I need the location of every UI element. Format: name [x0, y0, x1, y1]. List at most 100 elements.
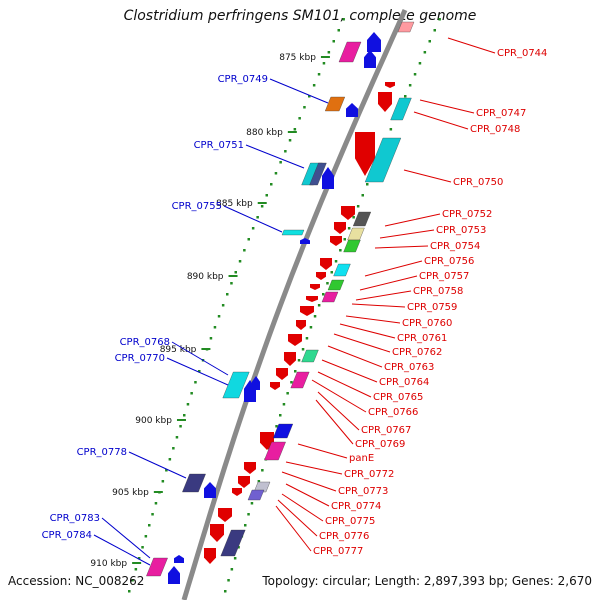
tick-dot-right	[230, 568, 234, 571]
tick-dot-right	[257, 480, 261, 483]
tick-dot-left	[298, 117, 301, 120]
tick-dot-left	[186, 403, 190, 406]
gene-label-left: CPR_0751	[194, 140, 244, 151]
gene-arrow-right	[218, 508, 232, 522]
gene-arrow-right	[330, 236, 342, 246]
tick-dot-left	[256, 216, 259, 219]
gene-label-right: CPR_0777	[313, 546, 363, 557]
tick-dot-left	[134, 568, 138, 571]
tick-dot-right	[224, 590, 227, 593]
kbp-tick-label: 875 kbp	[279, 53, 316, 63]
tick-dot-left	[312, 84, 316, 87]
tick-dot-right	[418, 62, 422, 65]
tick-dot-left	[137, 557, 141, 560]
gene-arrow-right	[306, 296, 318, 302]
tick-dot-left	[183, 414, 186, 417]
tick-dot-left	[230, 282, 233, 285]
tick-dot-right	[389, 128, 393, 131]
gene-block-right	[301, 349, 319, 363]
gene-block-right	[272, 423, 294, 439]
gene-label-left: CPR_0784	[42, 530, 92, 541]
gene-label-right: CPR_0772	[344, 469, 394, 480]
gene-label-left: CPR_0770	[115, 353, 165, 364]
gene-block-right	[364, 137, 402, 183]
gene-arrow-right	[296, 320, 306, 330]
tick-dot-right	[317, 304, 321, 307]
tick-dot-right	[334, 260, 338, 263]
gene-label-right: CPR_0748	[470, 124, 520, 135]
tick-dot-left	[128, 590, 131, 593]
gene-label-right: CPR_0757	[419, 271, 469, 282]
tick-dot-right	[301, 348, 305, 351]
gene-label-right: CPR_0759	[407, 302, 457, 313]
gene-label-right: CPR_0764	[379, 377, 429, 388]
gene-block-right	[343, 239, 361, 253]
tick-dot-left	[198, 370, 201, 373]
leader-line-right	[327, 345, 383, 368]
tick-dot-left	[247, 238, 250, 241]
tick-dot-left	[148, 524, 151, 527]
leader-line-right	[275, 505, 312, 552]
tick-dot-right	[339, 249, 342, 252]
map-title: Clostridium perfringens SM101, complete …	[123, 8, 477, 24]
tick-dot-right	[247, 513, 250, 516]
gene-label-left: CPR_0783	[50, 513, 100, 524]
tick-dot-left	[172, 447, 175, 450]
tick-dot-right	[428, 40, 431, 43]
gene-arrow-right	[310, 284, 320, 290]
gene-arrow-right	[210, 524, 224, 542]
leader-line-right	[413, 111, 469, 130]
tick-dot-right	[309, 326, 313, 329]
gene-block-right	[321, 291, 339, 303]
tick-dot-left	[332, 40, 335, 43]
tick-dot-left	[317, 73, 321, 76]
gene-label-left: CPR_0749	[218, 74, 268, 85]
tick-dot-right	[297, 359, 301, 362]
tick-dot-right	[275, 425, 278, 428]
gene-arrow-left	[346, 103, 358, 117]
gene-block-right	[264, 441, 286, 461]
accession-label: Accession: NC_008262	[8, 574, 145, 588]
gene-arrow-right	[284, 352, 296, 366]
gene-label-right: CPR_0753	[436, 225, 486, 236]
gene-arrow-left	[367, 32, 381, 52]
tick-dot-right	[250, 502, 254, 505]
tick-dot-right	[286, 392, 289, 395]
leader-line-right	[311, 379, 367, 413]
tick-dot-right	[361, 194, 364, 197]
gene-arrow-right	[378, 92, 392, 112]
gene-block-right	[352, 211, 372, 227]
gene-label-left: CPR_0755	[172, 201, 222, 212]
tick-dot-left	[337, 29, 340, 32]
gene-block-right	[347, 227, 365, 241]
gene-label-right: CPR_0766	[368, 407, 418, 418]
tick-dot-left	[151, 513, 154, 516]
leader-line-left	[166, 357, 229, 386]
tick-dot-right	[404, 95, 407, 98]
leader-line-right	[364, 260, 423, 277]
tick-dot-right	[313, 315, 317, 318]
tick-dot-left	[144, 535, 148, 538]
tick-dot-left	[209, 337, 213, 340]
tick-dot-left	[175, 436, 179, 439]
tick-dot-right	[244, 524, 247, 527]
gene-label-left: CPR_0778	[77, 447, 127, 458]
tick-dot-left	[288, 139, 292, 142]
leader-line-left	[269, 78, 329, 104]
leader-line-right	[281, 493, 324, 522]
leader-line-right	[333, 333, 391, 353]
gene-label-right: CPR_0773	[338, 486, 388, 497]
leader-line-right	[285, 461, 343, 475]
leader-line-right	[345, 315, 401, 324]
tick-dot-right	[408, 84, 412, 87]
gene-arrow-left	[364, 50, 376, 68]
tick-dot-right	[282, 403, 286, 406]
tick-dot-right	[322, 293, 325, 296]
gene-label-right: CPR_0750	[453, 177, 503, 188]
tick-dot-right	[305, 337, 309, 340]
tick-dot-right	[294, 370, 297, 373]
tick-dot-right	[423, 51, 427, 54]
gene-label-right: CPR_0765	[373, 392, 423, 403]
leader-line-right	[317, 371, 372, 398]
tick-dot-left	[234, 271, 237, 274]
